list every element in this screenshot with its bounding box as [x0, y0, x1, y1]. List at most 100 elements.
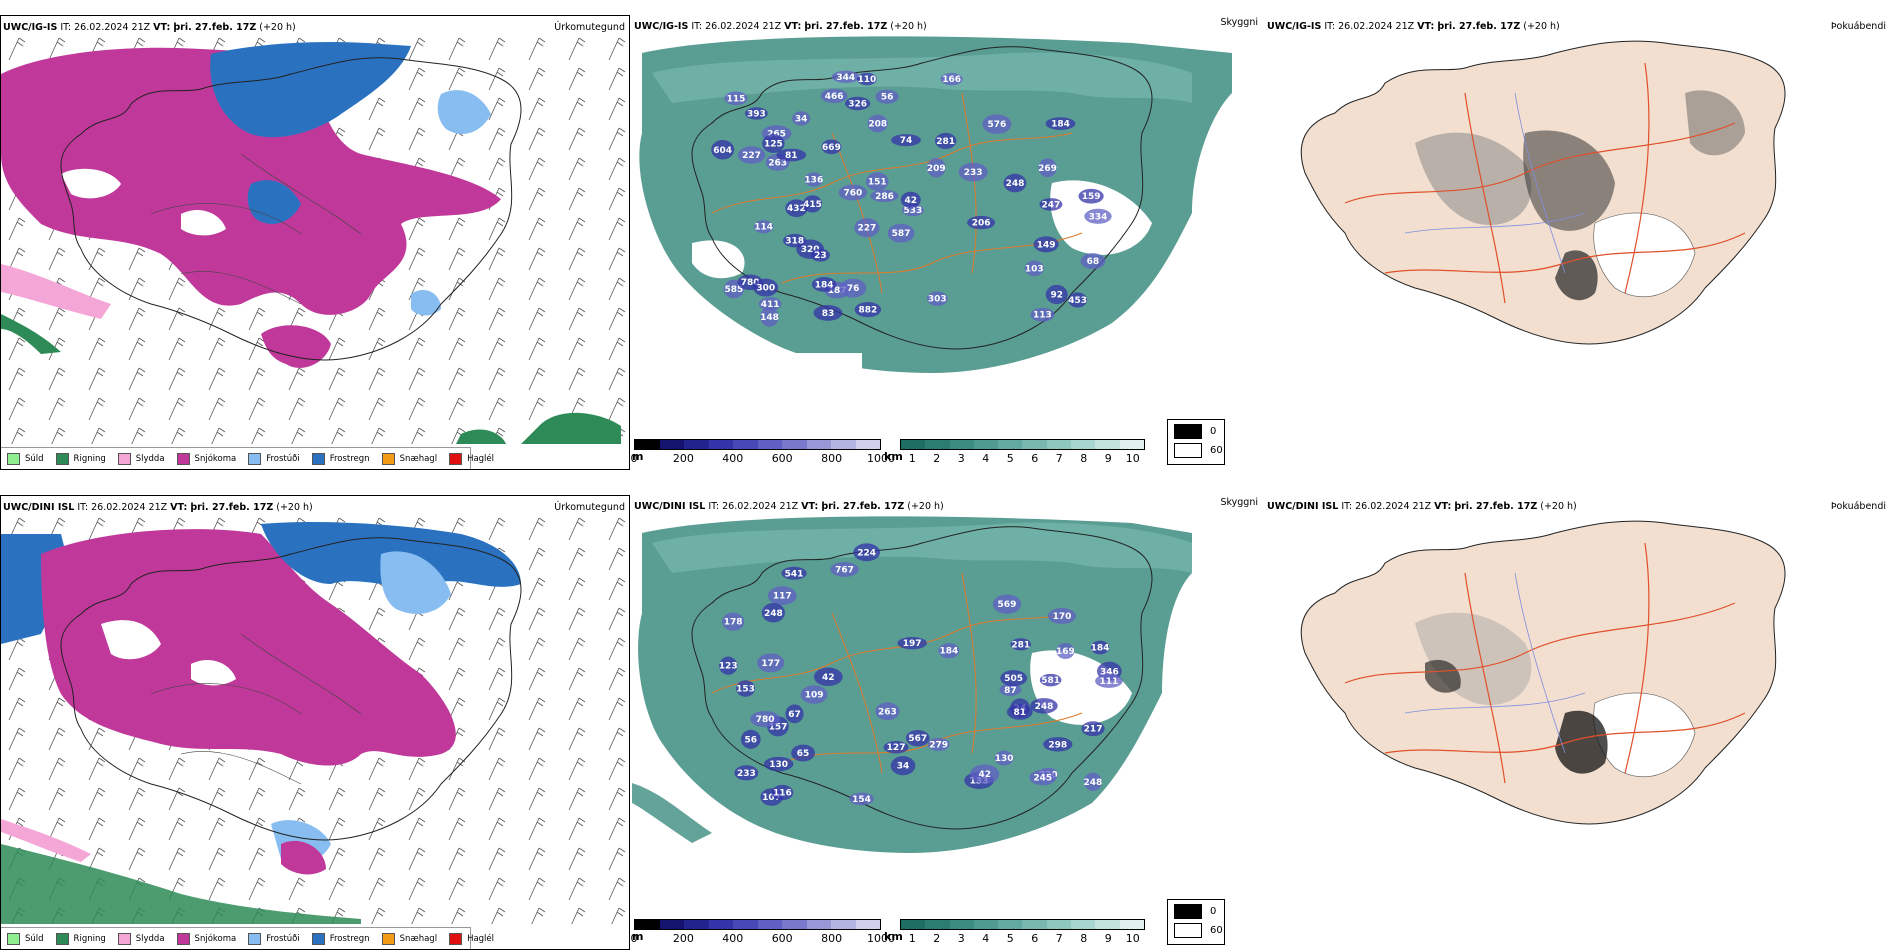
ceiling-value-label: 453	[1068, 296, 1087, 306]
ceiling-blob	[758, 297, 782, 311]
colorbar-tick: 10	[1125, 932, 1140, 945]
ceiling-value-label: 23	[814, 251, 827, 261]
ceiling-blob	[844, 96, 871, 111]
colorbar-unit: m	[632, 450, 644, 463]
ceiling-value-label: 65	[797, 749, 810, 759]
colorbar-tick: 1	[908, 932, 916, 945]
colorbar-cell	[855, 920, 880, 929]
ceiling-blob	[870, 189, 899, 203]
ceiling-blob	[1030, 698, 1058, 714]
colorbar-cell	[973, 440, 999, 449]
ceiling-value-label: 115	[727, 94, 746, 104]
ceiling-value-label: 197	[903, 639, 922, 649]
colorbar-tick: 9	[1104, 932, 1112, 945]
legend-swatch	[381, 932, 395, 945]
panel-title: Þokuábendi	[1830, 21, 1886, 32]
ceiling-value-label: 68	[1087, 257, 1100, 267]
colorbar-cell	[806, 920, 831, 929]
ceiling-value-label: 780	[741, 278, 760, 288]
ceiling-value-label: 247	[1042, 200, 1061, 210]
colorbar-cell	[949, 920, 974, 929]
ceiling-blob	[785, 704, 804, 724]
colorbar-cell	[635, 920, 660, 929]
legend-label: Snjókoma	[194, 453, 237, 464]
ceiling-value-label: 567	[908, 734, 927, 744]
legend-swatch	[311, 932, 325, 945]
ceiling-value-label: 281	[1011, 640, 1030, 650]
colorbar-tick: 1000	[867, 932, 895, 945]
ceiling-blob	[1090, 640, 1110, 655]
ceiling-blob	[927, 158, 946, 178]
colorbar-cell	[684, 920, 709, 929]
ceiling-value-label: 117	[773, 592, 792, 602]
ceiling-blob	[1039, 673, 1062, 687]
legend-label: Haglél	[467, 453, 495, 464]
colorbar-tick: 8	[1080, 932, 1088, 945]
colorbar-tick: 600	[771, 932, 793, 945]
ceiling-value-label: 170	[1053, 612, 1072, 622]
ceiling-value-label: 103	[1025, 264, 1044, 274]
visibility-map: 453 263 411 466 585 432 393 227 151 208 320 149 669 5…	[639, 36, 1232, 383]
ceiling-value-label: 466	[825, 92, 844, 102]
colorbar-cell	[1119, 920, 1144, 929]
colorbar-cell	[1095, 920, 1120, 929]
colorbar-unit: km	[884, 450, 903, 463]
ceiling-blob	[867, 114, 888, 133]
ceiling-blob	[783, 233, 807, 248]
colorbar-cell	[757, 440, 782, 449]
ceiling-value-label: 177	[761, 659, 780, 669]
legend-label: Súld	[25, 933, 44, 944]
visibility-map: 2985817677201841971171771532171271571093…	[632, 516, 1192, 853]
panel-title: Skyggni	[1220, 497, 1258, 508]
legend-label: Frostúði	[266, 453, 300, 464]
ceiling-value-label: 432	[787, 204, 806, 214]
ceiling-value-label: 127	[887, 743, 906, 753]
colorbar-cell	[925, 920, 950, 929]
colorbar-tick: 2	[933, 452, 941, 465]
ceiling-blob	[781, 566, 807, 580]
colorbar-cell	[925, 440, 950, 449]
ceiling-value-label: 346	[1100, 667, 1119, 677]
legend-label: Rigning	[73, 453, 106, 464]
ceiling-blob	[813, 667, 843, 687]
ceiling-value-label: 184	[815, 280, 834, 290]
colorbar-cell	[831, 440, 856, 449]
legend-label: Súld	[25, 453, 44, 464]
ceiling-blob	[722, 612, 745, 631]
colorbar-cell	[901, 920, 926, 929]
colorbar-unit: km	[884, 930, 903, 943]
legend-swatch	[117, 452, 131, 465]
ceiling-colorbar: 0 200 400 600 800 1000 m	[631, 439, 895, 465]
ceiling-blob	[934, 132, 957, 149]
ceiling-value-label: 74	[900, 136, 913, 146]
ceiling-value-label: 114	[754, 223, 773, 233]
fog-swatch	[1174, 424, 1202, 439]
visibility-panel-bottom: UWC/DINI ISL IT: 26.02.2024 21Z VT: þri.…	[631, 495, 1262, 950]
ceiling-value-label: 581	[1041, 676, 1060, 686]
ceiling-blob	[771, 784, 794, 801]
ceiling-blob	[927, 737, 950, 752]
colorbar-cell	[659, 440, 684, 449]
legend-label: Slydda	[135, 933, 165, 944]
colorbar-tick: 200	[672, 932, 694, 945]
ceiling-value-label: 159	[1082, 192, 1101, 202]
ceiling-value-label: 248	[764, 609, 783, 619]
colorbar-tick: 6	[1031, 932, 1039, 945]
ceiling-blob	[897, 636, 927, 650]
ceiling-blob	[737, 146, 766, 164]
legend-swatch	[55, 452, 69, 465]
legend-swatch	[176, 452, 190, 465]
ceiling-blob	[792, 111, 811, 126]
ceiling-blob	[1068, 292, 1088, 308]
ceiling-blob	[1081, 721, 1105, 737]
ceiling-blob	[938, 643, 960, 659]
fog-map	[1300, 520, 1786, 825]
visibility-colorbar: 1 2 3 4 5 6 7 8 9 10 km	[884, 919, 1145, 945]
ceiling-blob	[1043, 737, 1073, 752]
fog-swatch	[1174, 923, 1202, 938]
ceiling-value-label: 56	[745, 735, 758, 745]
ceiling-value-label: 206	[972, 219, 991, 229]
colorbar-tick: 200	[672, 452, 694, 465]
ceiling-blob	[821, 139, 842, 155]
ceiling-value-label: 281	[936, 137, 955, 147]
